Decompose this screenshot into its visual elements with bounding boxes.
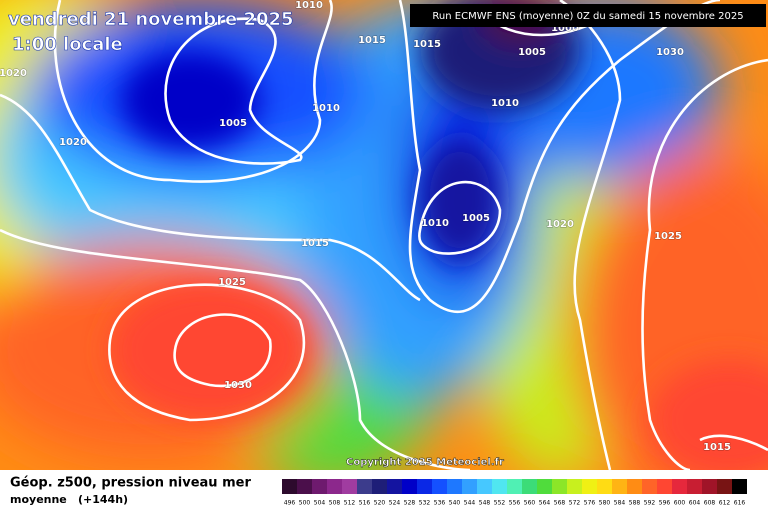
isobar-label: 1015: [358, 35, 386, 46]
isobar-label: 1030: [224, 380, 252, 391]
color-swatch: [387, 479, 402, 494]
scale-label: 496: [284, 500, 296, 507]
color-swatch: [552, 479, 567, 494]
color-swatch: [687, 479, 702, 494]
run-box: [410, 4, 766, 27]
color-swatch: [537, 479, 552, 494]
color-swatch: [597, 479, 612, 494]
scale-label: 508: [329, 500, 341, 507]
scale-label: 540: [449, 500, 461, 507]
scale-label: 520: [374, 500, 386, 507]
scale-label: 612: [719, 500, 731, 507]
isobar-label: 1010: [421, 218, 449, 229]
scale-label: 580: [599, 500, 611, 507]
local-time: 1:00 locale: [12, 34, 123, 55]
isobar-label: 1005: [219, 118, 247, 129]
color-swatch: [642, 479, 657, 494]
scale-label: 512: [344, 500, 356, 507]
color-swatch: [327, 479, 342, 494]
color-swatch: [672, 479, 687, 494]
color-swatch: [447, 479, 462, 494]
scale-label: 572: [569, 500, 581, 507]
scale-label: 504: [314, 500, 326, 507]
scale-label: 600: [674, 500, 686, 507]
color-swatch: [402, 479, 417, 494]
scale-label: 560: [524, 500, 536, 507]
isobar-label: 1020: [546, 219, 574, 230]
scale-label: 552: [494, 500, 506, 507]
color-swatch: [612, 479, 627, 494]
valid-date: vendredi 21 novembre 2025: [8, 9, 294, 30]
scale-label: 588: [629, 500, 641, 507]
scale-label: 608: [704, 500, 716, 507]
color-swatch: [627, 479, 642, 494]
isobar-label: 1010: [491, 98, 519, 109]
color-swatch: [702, 479, 717, 494]
scale-label: 564: [539, 500, 551, 507]
color-swatch: [417, 479, 432, 494]
color-swatch: [582, 479, 597, 494]
scale-label: 528: [404, 500, 416, 507]
isobar-label: 1010: [295, 0, 323, 11]
scale-label: 516: [359, 500, 371, 507]
isobar-label: 1020: [0, 68, 27, 79]
scale-label: 532: [419, 500, 431, 507]
scale-label: 500: [299, 500, 311, 507]
scale-label: 596: [659, 500, 671, 507]
scale-label: 556: [509, 500, 521, 507]
isobar-label: 1010: [312, 103, 340, 114]
color-swatch: [507, 479, 522, 494]
scale-label: 592: [644, 500, 656, 507]
scale-label: 616: [734, 500, 746, 507]
color-swatch: [462, 479, 477, 494]
copyright: Copyright 2025 Meteociel.fr: [346, 457, 504, 468]
isobar-label: 1005: [518, 47, 546, 58]
color-swatch: [282, 479, 297, 494]
color-swatch: [432, 479, 447, 494]
isobar-label: 1020: [59, 137, 87, 148]
scale-label: 536: [434, 500, 446, 507]
color-scale: 496 500 504 508 512 516 520 524 528 532 536 540 544 5…: [282, 479, 747, 507]
color-swatch: [567, 479, 582, 494]
isobars: [0, 0, 768, 470]
color-swatch: [372, 479, 387, 494]
color-swatch: [657, 479, 672, 494]
legend-subtitle: moyenne: [10, 493, 67, 506]
color-swatch: [357, 479, 372, 494]
forecast-hour: (+144h): [78, 493, 128, 506]
scale-label: 568: [554, 500, 566, 507]
scale-label: 604: [689, 500, 701, 507]
isobar-label: 1005: [462, 213, 490, 224]
color-swatch: [342, 479, 357, 494]
scale-label: 548: [479, 500, 491, 507]
isobar-label: 1015: [703, 442, 731, 453]
color-swatch: [312, 479, 327, 494]
color-swatch: [492, 479, 507, 494]
color-swatch: [717, 479, 732, 494]
run-info: Run ECMWF ENS (moyenne) 0Z du samedi 15 …: [432, 11, 743, 22]
isobar-label: 1025: [218, 277, 246, 288]
color-swatch: [732, 479, 747, 494]
scale-label: 524: [389, 500, 401, 507]
scale-label: 544: [464, 500, 476, 507]
color-swatch: [297, 479, 312, 494]
isobar-label: 1015: [301, 238, 329, 249]
scale-label: 584: [614, 500, 626, 507]
isobar-label: 1030: [656, 47, 684, 58]
scale-label: 576: [584, 500, 596, 507]
isobar-label: 1025: [654, 231, 682, 242]
color-swatch: [522, 479, 537, 494]
isobar-label: 1015: [413, 39, 441, 50]
legend-title: Géop. z500, pression niveau mer: [10, 476, 251, 491]
color-swatch: [477, 479, 492, 494]
